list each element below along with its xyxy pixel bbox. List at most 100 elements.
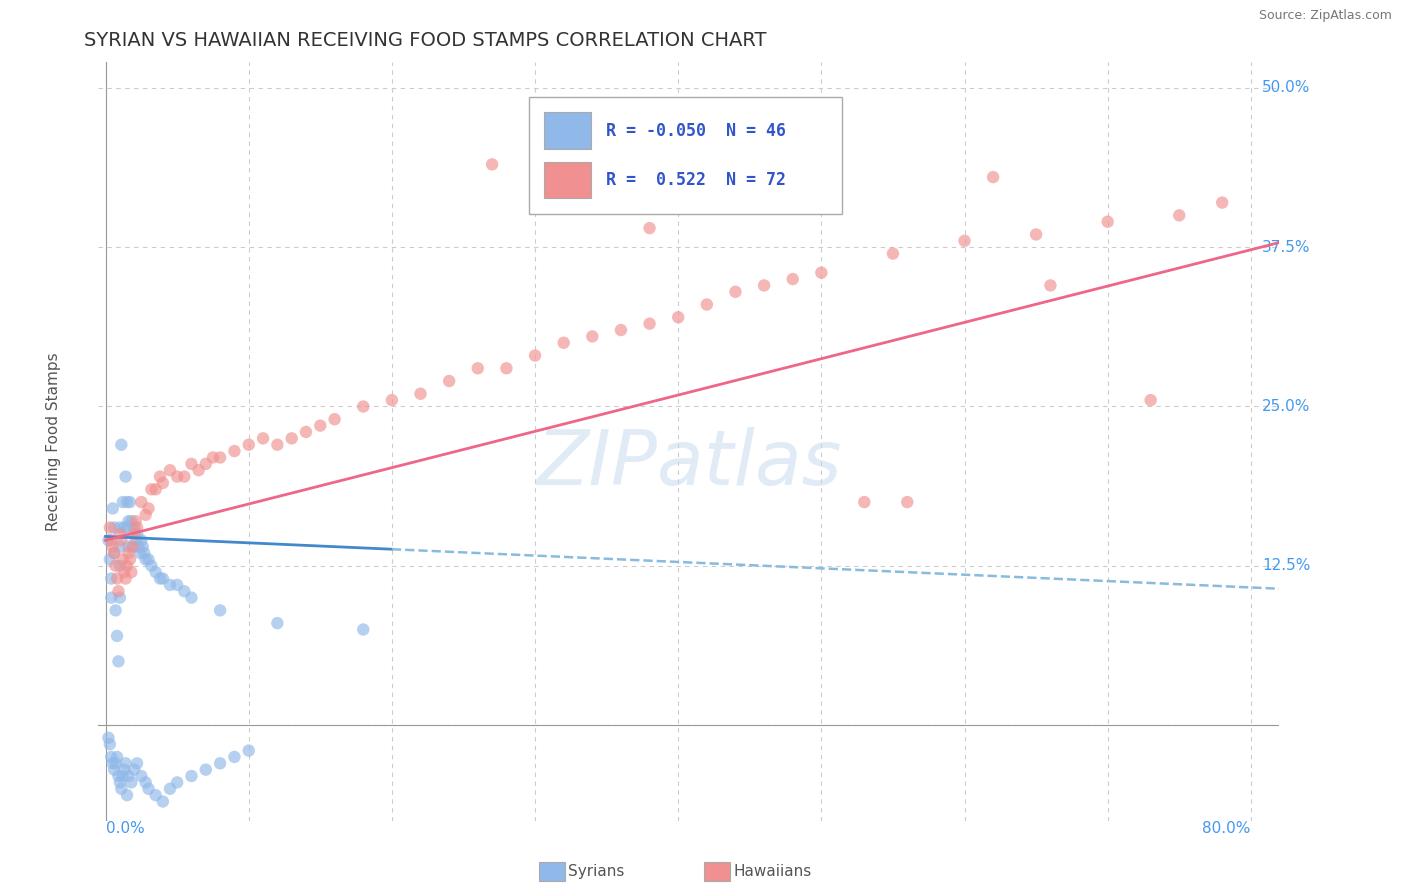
Point xyxy=(98,737,121,751)
FancyBboxPatch shape xyxy=(704,863,730,881)
Text: 0.0%: 0.0% xyxy=(105,821,145,836)
Point xyxy=(145,565,167,579)
Point xyxy=(101,756,124,771)
Point xyxy=(100,750,122,764)
Point xyxy=(467,361,489,376)
Point xyxy=(638,221,661,235)
Point xyxy=(209,603,232,617)
Point xyxy=(309,418,332,433)
Point xyxy=(224,444,246,458)
Point xyxy=(124,514,146,528)
Point xyxy=(810,183,832,197)
Point xyxy=(173,584,195,599)
Point xyxy=(145,788,167,802)
Point xyxy=(104,603,127,617)
Point xyxy=(105,750,128,764)
Point xyxy=(110,438,132,452)
Text: Syrians: Syrians xyxy=(568,864,624,879)
Point xyxy=(481,157,503,171)
Point xyxy=(159,781,181,796)
Point xyxy=(131,533,153,548)
Point xyxy=(101,540,124,554)
Point xyxy=(122,763,145,777)
Point xyxy=(117,540,139,554)
Point xyxy=(180,769,202,783)
Point xyxy=(280,431,302,445)
Point xyxy=(131,769,153,783)
Point xyxy=(104,756,127,771)
Point xyxy=(381,393,404,408)
Point xyxy=(495,361,517,376)
Point xyxy=(112,763,135,777)
Point xyxy=(117,546,139,560)
Point xyxy=(131,495,153,509)
Point xyxy=(1025,227,1047,242)
Point xyxy=(121,540,143,554)
Point xyxy=(180,591,202,605)
Point xyxy=(166,578,188,592)
Point xyxy=(238,438,260,452)
Point xyxy=(209,450,232,465)
Point xyxy=(112,565,135,579)
Point xyxy=(125,520,148,534)
Text: Receiving Food Stamps: Receiving Food Stamps xyxy=(46,352,60,531)
Point xyxy=(107,769,129,783)
Point xyxy=(166,469,188,483)
Point xyxy=(581,329,603,343)
Text: R = -0.050  N = 46: R = -0.050 N = 46 xyxy=(606,121,786,140)
Point xyxy=(104,558,127,573)
Point xyxy=(114,469,136,483)
Point xyxy=(115,788,138,802)
Point xyxy=(125,527,148,541)
Point xyxy=(122,527,145,541)
FancyBboxPatch shape xyxy=(530,96,842,214)
Point xyxy=(180,457,202,471)
Point xyxy=(882,246,904,260)
Point xyxy=(121,540,143,554)
Point xyxy=(98,520,121,534)
Point xyxy=(187,463,209,477)
Point xyxy=(173,469,195,483)
Point xyxy=(323,412,346,426)
Point xyxy=(114,756,136,771)
Point xyxy=(100,533,122,548)
Point xyxy=(145,483,167,497)
Point xyxy=(1039,278,1062,293)
FancyBboxPatch shape xyxy=(544,161,591,198)
Point xyxy=(149,469,172,483)
Point xyxy=(696,297,718,311)
Point xyxy=(141,558,163,573)
Point xyxy=(752,278,775,293)
Point xyxy=(152,572,174,586)
Point xyxy=(97,731,120,745)
Text: Hawaiians: Hawaiians xyxy=(734,864,813,879)
Point xyxy=(108,591,131,605)
Point xyxy=(953,234,976,248)
Point xyxy=(437,374,460,388)
Point xyxy=(115,495,138,509)
Point xyxy=(810,266,832,280)
Point xyxy=(125,756,148,771)
Point xyxy=(117,514,139,528)
FancyBboxPatch shape xyxy=(538,863,565,881)
Point xyxy=(110,781,132,796)
Point xyxy=(782,272,804,286)
Point xyxy=(149,572,172,586)
Point xyxy=(97,533,120,548)
Point xyxy=(724,285,747,299)
Point xyxy=(135,552,157,566)
Point xyxy=(108,540,131,554)
Point xyxy=(111,495,134,509)
Point xyxy=(124,533,146,548)
Point xyxy=(1168,208,1191,222)
FancyBboxPatch shape xyxy=(544,112,591,149)
Point xyxy=(638,157,661,171)
Point xyxy=(103,520,125,534)
Point xyxy=(115,520,138,534)
Text: 50.0%: 50.0% xyxy=(1263,80,1310,95)
Point xyxy=(118,552,141,566)
Point xyxy=(98,552,121,566)
Text: 25.0%: 25.0% xyxy=(1263,399,1310,414)
Point xyxy=(128,540,150,554)
Point xyxy=(122,520,145,534)
